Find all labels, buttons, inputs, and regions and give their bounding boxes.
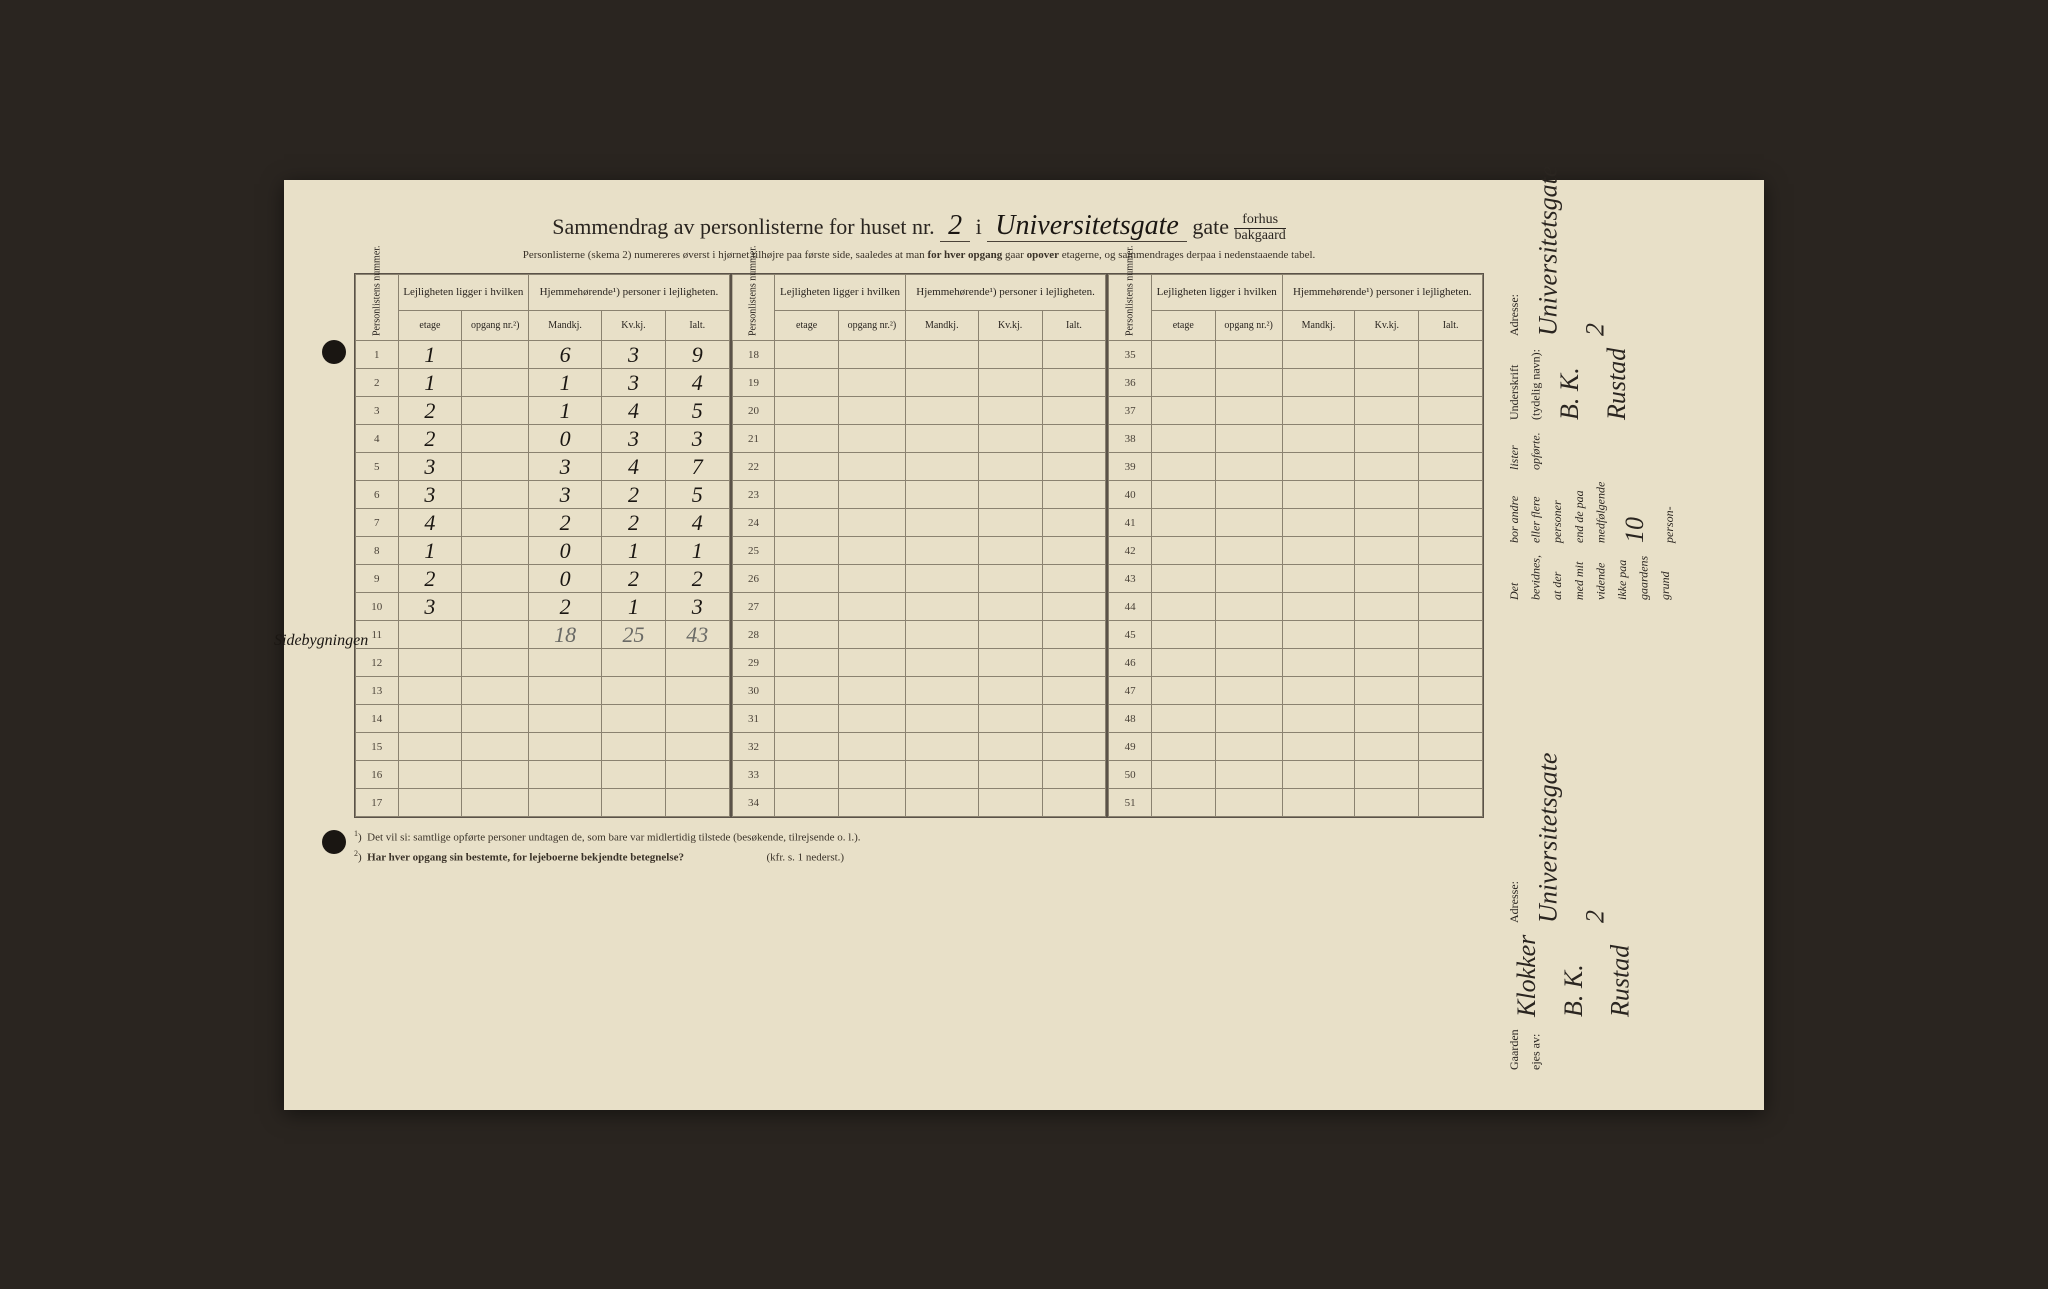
table-row: 45 bbox=[1109, 621, 1483, 649]
table-row: 1 1 6 3 9 bbox=[356, 341, 730, 369]
data-table: Personlistens nummer. Lejligheten ligger… bbox=[354, 273, 1484, 818]
table-block-2: Personlistens nummer. Lejligheten ligger… bbox=[730, 274, 1107, 817]
punch-hole-top bbox=[322, 340, 346, 364]
table-row: 19 bbox=[732, 369, 1106, 397]
table-row: 11 18 25 43 bbox=[356, 621, 730, 649]
table-row: 22 bbox=[732, 453, 1106, 481]
table-row: 4 2 0 3 3 bbox=[356, 425, 730, 453]
owner-block: Gaarden ejes av: Klokker B. K. Rustad Ad… bbox=[1504, 790, 1724, 1070]
table-row: 5 3 3 4 7 bbox=[356, 453, 730, 481]
attest-line2: bor andre eller flere personer end de pa… bbox=[1504, 481, 1724, 542]
table-row: 46 bbox=[1109, 649, 1483, 677]
table-row: 51 bbox=[1109, 789, 1483, 817]
footnotes: 1) Det vil si: samtlige opførte personer… bbox=[354, 828, 1484, 867]
forhus-bakgaard: forhus bakgaard bbox=[1234, 213, 1285, 243]
table-row: 33 bbox=[732, 761, 1106, 789]
adresse-bottom: Adresse: Universitetsgate 2 bbox=[1504, 752, 1724, 922]
table-row: 37 bbox=[1109, 397, 1483, 425]
table-row: 44 bbox=[1109, 593, 1483, 621]
table-row: 43 bbox=[1109, 565, 1483, 593]
table-row: 32 bbox=[732, 733, 1106, 761]
gaarden-label: Gaarden ejes av: bbox=[1504, 1029, 1724, 1070]
owner-name: Klokker B. K. Rustad bbox=[1504, 935, 1724, 1017]
table-row: 14 bbox=[356, 705, 730, 733]
table-row: 38 bbox=[1109, 425, 1483, 453]
title-middle: i bbox=[976, 214, 982, 239]
attest-line1: Det bevidnes, at der med mit vidende ikk… bbox=[1504, 555, 1724, 600]
table-row: 39 bbox=[1109, 453, 1483, 481]
house-number: 2 bbox=[940, 210, 970, 242]
table-row: 42 bbox=[1109, 537, 1483, 565]
table-row: 2 1 1 3 4 bbox=[356, 369, 730, 397]
table-row: 41 bbox=[1109, 509, 1483, 537]
table-row: 17 bbox=[356, 789, 730, 817]
footnote-1: 1) Det vil si: samtlige opførte personer… bbox=[354, 828, 1484, 847]
table-row: 48 bbox=[1109, 705, 1483, 733]
title-suffix: gate bbox=[1192, 214, 1229, 239]
table-row: 15 bbox=[356, 733, 730, 761]
table-row: 23 bbox=[732, 481, 1106, 509]
table-row: 9 2 0 2 2 bbox=[356, 565, 730, 593]
margin-note-sidebygningen: Sidebygningen bbox=[274, 632, 368, 650]
table-row: 6 3 3 2 5 bbox=[356, 481, 730, 509]
title-prefix: Sammendrag av personlisterne for huset n… bbox=[552, 214, 934, 239]
subtitle: Personlisterne (skema 2) numereres øvers… bbox=[354, 249, 1484, 261]
table-row: 40 bbox=[1109, 481, 1483, 509]
table-row: 12 bbox=[356, 649, 730, 677]
table-row: 3 2 1 4 5 bbox=[356, 397, 730, 425]
census-form-page: Sidebygningen Sammendrag av personlister… bbox=[284, 180, 1764, 1110]
underskrift-label: Underskrift (tydelig navn): B. K. Rustad bbox=[1504, 347, 1724, 419]
table-row: 31 bbox=[732, 705, 1106, 733]
table-row: 25 bbox=[732, 537, 1106, 565]
table-block-1: Personlistens nummer. Lejligheten ligger… bbox=[355, 274, 730, 817]
table-row: 8 1 0 1 1 bbox=[356, 537, 730, 565]
table-block-3: Personlistens nummer. Lejligheten ligger… bbox=[1106, 274, 1483, 817]
table-row: 36 bbox=[1109, 369, 1483, 397]
form-title: Sammendrag av personlisterne for huset n… bbox=[354, 210, 1484, 244]
table-row: 16 bbox=[356, 761, 730, 789]
adresse-top: Adresse: Universitetsgate 2 bbox=[1504, 165, 1724, 335]
main-content: Sammendrag av personlisterne for huset n… bbox=[354, 210, 1484, 1080]
table-row: 30 bbox=[732, 677, 1106, 705]
table-row: 49 bbox=[1109, 733, 1483, 761]
attestation-block: Det bevidnes, at der med mit vidende ikk… bbox=[1504, 220, 1724, 600]
table-row: 47 bbox=[1109, 677, 1483, 705]
table-row: 21 bbox=[732, 425, 1106, 453]
table-row: 7 4 2 2 4 bbox=[356, 509, 730, 537]
table-row: 34 bbox=[732, 789, 1106, 817]
attest-line3: lister opførte. bbox=[1504, 432, 1724, 470]
punch-hole-bottom bbox=[322, 830, 346, 854]
table-row: 50 bbox=[1109, 761, 1483, 789]
table-row: 29 bbox=[732, 649, 1106, 677]
right-panel: Det bevidnes, at der med mit vidende ikk… bbox=[1504, 210, 1724, 1080]
table-row: 18 bbox=[732, 341, 1106, 369]
table-row: 13 bbox=[356, 677, 730, 705]
table-row: 20 bbox=[732, 397, 1106, 425]
table-row: 24 bbox=[732, 509, 1106, 537]
table-row: 10 3 2 1 3 bbox=[356, 593, 730, 621]
table-row: 27 bbox=[732, 593, 1106, 621]
street-name: Universitetsgate bbox=[987, 210, 1187, 242]
footnote-2: 2) Har hver opgang sin bestemte, for lej… bbox=[354, 848, 1484, 867]
table-row: 26 bbox=[732, 565, 1106, 593]
table-row: 35 bbox=[1109, 341, 1483, 369]
table-row: 28 bbox=[732, 621, 1106, 649]
